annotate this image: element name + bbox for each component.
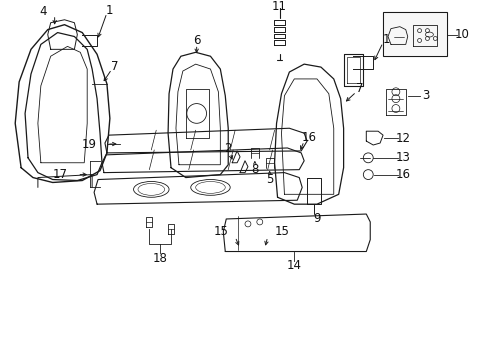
Text: 13: 13 [394, 151, 409, 164]
Text: 8: 8 [251, 163, 258, 176]
Bar [382, 12, 446, 56]
Text: 7: 7 [111, 60, 118, 73]
Text: 15: 15 [213, 225, 228, 238]
Text: 18: 18 [152, 252, 167, 265]
Text: 1: 1 [106, 4, 113, 17]
Text: 16: 16 [301, 131, 316, 144]
Text: 15: 15 [274, 225, 289, 238]
Text: 12: 12 [394, 132, 409, 145]
Text: 9: 9 [313, 212, 320, 225]
Text: 19: 19 [82, 138, 97, 150]
Text: 11: 11 [271, 0, 286, 13]
Text: 2: 2 [224, 143, 231, 156]
Text: 4: 4 [39, 5, 46, 18]
Text: 6: 6 [193, 34, 200, 47]
Text: 1: 1 [382, 33, 389, 46]
Text: 10: 10 [453, 28, 468, 41]
Text: 7: 7 [355, 82, 363, 95]
Text: 14: 14 [286, 259, 301, 272]
Bar [383, 13, 445, 55]
Text: 3: 3 [421, 89, 428, 102]
Text: 5: 5 [265, 173, 273, 186]
Text: 16: 16 [394, 168, 409, 181]
Text: 17: 17 [52, 168, 67, 181]
